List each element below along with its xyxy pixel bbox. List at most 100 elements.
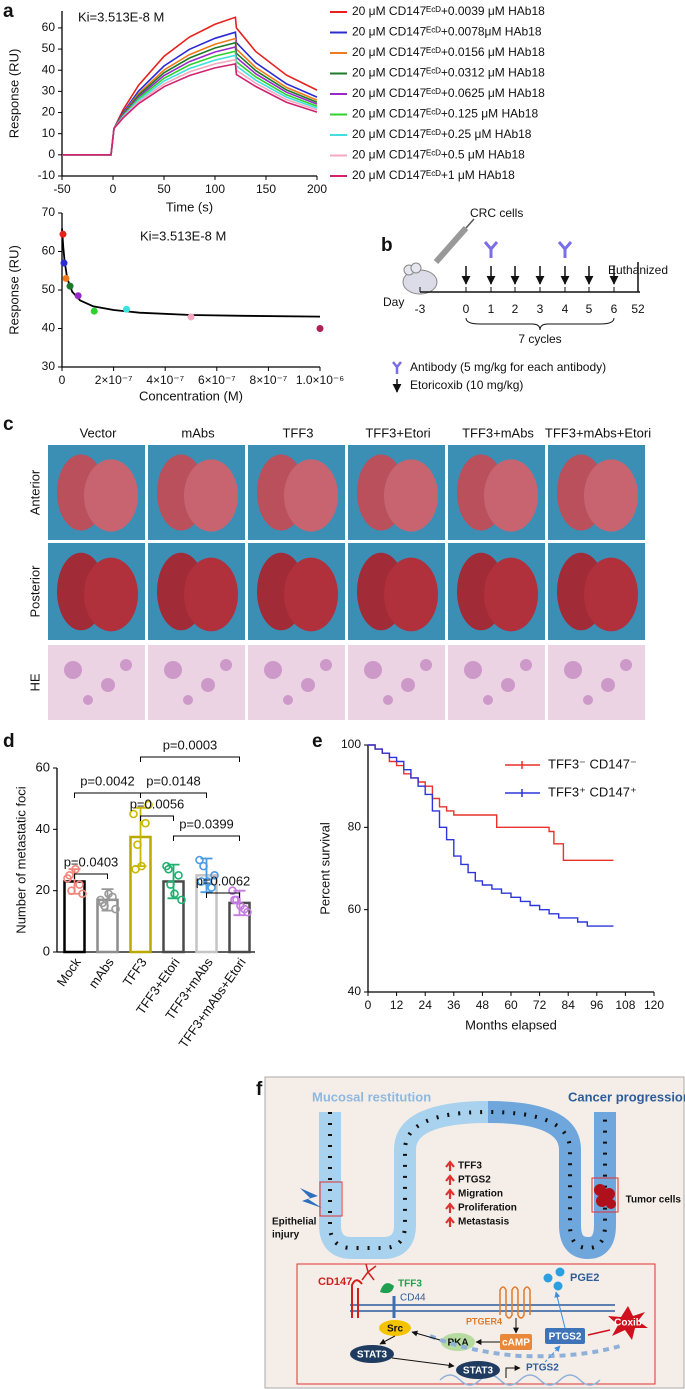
data-point — [98, 898, 107, 908]
restitution-label: Mucosal restitution — [312, 1089, 431, 1104]
y-tick-label: 20 — [36, 882, 50, 897]
y-tick-label: 40 — [42, 62, 56, 76]
ptger4-label: PTGER4 — [466, 1316, 502, 1326]
x-tick-label: Mock — [54, 955, 84, 989]
series-line — [62, 58, 318, 156]
y-tick-label: 30 — [42, 359, 56, 373]
syringe-needle — [465, 218, 475, 229]
tissue — [383, 695, 393, 705]
y-axis-title: Response (RU) — [6, 49, 21, 139]
data-point — [203, 877, 212, 886]
tissue — [264, 661, 282, 679]
cd44-label: CD44 — [400, 1293, 426, 1304]
pge2-molecule — [553, 1281, 563, 1291]
x-tick-label: 200 — [307, 182, 327, 196]
data-point — [60, 259, 68, 267]
histology — [548, 645, 645, 720]
x-tick-label: 0 — [59, 373, 66, 387]
y-tick-label: 50 — [42, 282, 56, 296]
tissue — [464, 661, 482, 679]
data-point — [195, 855, 204, 865]
tissue — [220, 659, 232, 671]
tissue — [101, 678, 115, 692]
injury-label: injury — [272, 1230, 300, 1241]
effect-label: TFF3 — [458, 1161, 482, 1172]
legend-label: TFF3⁻ CD147⁻ — [548, 756, 637, 771]
tissue — [364, 661, 382, 679]
legend-label: TFF3⁺ CD147⁺ — [548, 784, 637, 799]
y-tick-label: 20 — [42, 105, 56, 119]
data-point — [166, 880, 175, 889]
antibody — [361, 1263, 377, 1281]
x-axis-title: Months elapsed — [465, 1017, 557, 1032]
tissue — [564, 661, 582, 679]
p-value: p=0.0148 — [146, 773, 201, 788]
x-tick-label: mAbs — [85, 955, 117, 991]
data-point — [243, 907, 252, 917]
day-tick-label: 0 — [463, 302, 470, 316]
data-point — [197, 877, 206, 886]
arrow — [411, 1330, 441, 1341]
histology — [248, 645, 345, 720]
pge2-label: PGE2 — [570, 1272, 599, 1284]
tissue — [520, 659, 532, 671]
lung-lobe — [284, 459, 338, 532]
x-tick-label: 48 — [476, 998, 490, 1012]
series-line — [62, 37, 318, 156]
column-label: TFF3+mAbs — [462, 425, 534, 440]
epithelium-left — [319, 1101, 489, 1259]
dna — [439, 1374, 601, 1386]
x-tick-label: 150 — [256, 182, 276, 196]
data-point — [75, 880, 84, 889]
x-tick-label: 100 — [205, 182, 225, 196]
x-tick-label: 60 — [504, 998, 518, 1012]
x-tick-label: 0 — [365, 998, 372, 1012]
data-point — [133, 840, 142, 849]
transcription-arrow — [505, 1365, 521, 1378]
x-tick-label: 72 — [533, 998, 547, 1012]
ptgs2-label: PTGS2 — [549, 1332, 582, 1343]
significance-bracket — [140, 815, 174, 821]
y-tick-label: 50 — [42, 41, 56, 55]
pge2-molecule — [555, 1267, 565, 1277]
legend-etoricoxib: Etoricoxib (10 mg/kg) — [410, 378, 523, 392]
tissue — [320, 659, 332, 671]
data-point — [228, 886, 237, 895]
inhibition — [587, 1329, 611, 1336]
day-tick-label: 1 — [488, 302, 495, 316]
data-point — [207, 883, 216, 892]
stat3-nuclear-node — [456, 1361, 500, 1379]
data-point — [210, 871, 219, 880]
data-point — [71, 864, 80, 874]
arrow — [544, 1345, 561, 1363]
lung-lobe — [84, 459, 138, 532]
arrow — [391, 1357, 455, 1369]
cells-label: CRC cells — [470, 206, 523, 220]
legend-label: 20 μM CD147ᴱᶜᴰ+0.125 μM HAb18 — [352, 107, 538, 121]
data-point — [67, 886, 76, 895]
lung-lobe — [184, 557, 238, 632]
x-tick-label: TFF3 — [120, 955, 150, 989]
column-label: Vector — [80, 425, 118, 440]
data-point — [129, 809, 138, 819]
arrow — [379, 1335, 396, 1345]
mouse-ear — [410, 262, 422, 274]
data-point — [66, 282, 74, 290]
tissue — [583, 695, 593, 705]
injury-bolt — [300, 1188, 322, 1208]
data-point — [316, 325, 324, 332]
y-axis-title: Number of metastatic foci — [13, 786, 28, 933]
lung-lobe — [484, 557, 538, 632]
data-point — [144, 800, 153, 810]
model: Mucosal restitution Cancer progression E… — [264, 1076, 685, 1389]
up-arrow — [445, 1188, 455, 1199]
tumor-label: Tumor cells — [626, 1195, 682, 1206]
tissue — [201, 678, 215, 692]
data-point — [170, 889, 179, 899]
histology — [48, 645, 145, 720]
tissue — [501, 678, 515, 692]
row-label: Anterior — [27, 469, 42, 515]
y-tick-label: 10 — [42, 126, 56, 140]
effect-label: PTGS2 — [458, 1175, 491, 1186]
column-label: TFF3+Etori — [365, 425, 430, 440]
